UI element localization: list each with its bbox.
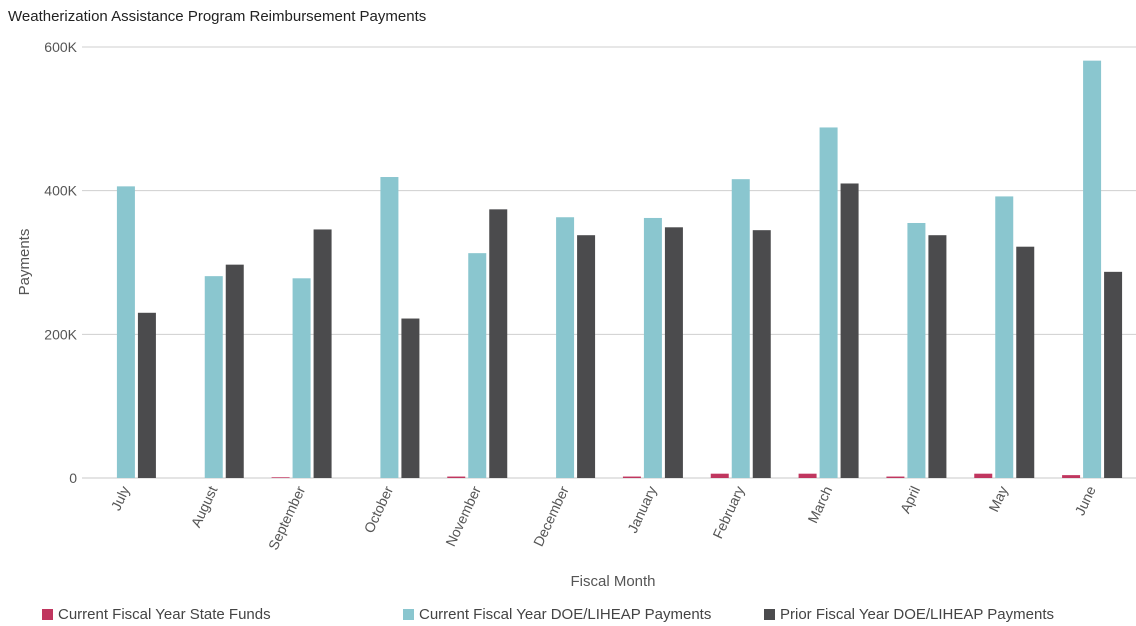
y-axis-ticks: 0 200K 400K 600K (44, 39, 77, 486)
bar-april-series-2[interactable] (907, 222, 926, 478)
x-tick-label: July (108, 484, 133, 513)
legend-item[interactable]: Current Fiscal Year State Funds (42, 606, 271, 623)
bar-march-series-3[interactable] (840, 183, 859, 478)
legend-label: Prior Fiscal Year DOE/LIHEAP Payments (780, 606, 1054, 623)
bar-april-series-3[interactable] (928, 235, 947, 478)
x-tick-label: May (985, 484, 1011, 515)
bar-january-series-1[interactable] (622, 476, 641, 478)
bars (116, 60, 1123, 479)
x-tick-label: April (897, 484, 923, 516)
bar-july-series-2[interactable] (116, 186, 135, 478)
legend-item[interactable]: Current Fiscal Year DOE/LIHEAP Payments (403, 606, 711, 623)
bar-september-series-3[interactable] (313, 229, 332, 478)
legend-swatch (42, 609, 53, 620)
legend-label: Current Fiscal Year State Funds (58, 606, 271, 623)
legend-swatch (764, 609, 775, 620)
bar-february-series-1[interactable] (710, 473, 729, 478)
y-axis-title: Payments (16, 229, 33, 296)
legend-label: Current Fiscal Year DOE/LIHEAP Payments (419, 606, 712, 623)
y-tick-label: 600K (44, 39, 77, 55)
x-tick-label: February (709, 484, 747, 542)
bar-september-series-1[interactable] (271, 477, 290, 478)
bar-december-series-2[interactable] (556, 217, 575, 478)
bar-february-series-2[interactable] (731, 179, 750, 478)
bar-november-series-1[interactable] (447, 476, 466, 478)
x-tick-label: March (804, 484, 835, 526)
bar-september-series-2[interactable] (292, 278, 311, 478)
x-tick-label: June (1071, 483, 1098, 517)
y-tick-label: 400K (44, 183, 77, 199)
bar-may-series-2[interactable] (995, 196, 1014, 478)
bar-july-series-3[interactable] (137, 312, 156, 478)
legend-item[interactable]: Prior Fiscal Year DOE/LIHEAP Payments (764, 606, 1054, 623)
x-tick-label: October (361, 483, 397, 535)
bar-june-series-3[interactable] (1104, 271, 1123, 478)
bar-june-series-1[interactable] (1062, 475, 1081, 478)
legend-swatch (403, 609, 414, 620)
x-tick-label: August (188, 483, 221, 529)
bar-november-series-3[interactable] (489, 209, 508, 479)
gridlines (82, 46, 1136, 479)
bar-june-series-2[interactable] (1083, 60, 1102, 478)
bar-august-series-2[interactable] (204, 276, 223, 478)
x-tick-label: November (442, 483, 484, 549)
x-tick-label: September (265, 483, 309, 552)
bar-march-series-1[interactable] (798, 473, 817, 478)
bar-march-series-2[interactable] (819, 127, 838, 478)
x-axis-ticks: July August September October November Decemb… (108, 483, 1099, 552)
x-tick-label: January (624, 484, 660, 536)
bar-january-series-3[interactable] (664, 227, 683, 478)
bar-december-series-3[interactable] (577, 235, 596, 478)
bar-october-series-2[interactable] (380, 177, 399, 479)
y-tick-label: 200K (44, 326, 77, 342)
bar-february-series-3[interactable] (752, 230, 771, 478)
bar-may-series-1[interactable] (974, 473, 993, 478)
legend: Current Fiscal Year State Funds Current F… (0, 606, 1136, 626)
chart-title: Weatherization Assistance Program Reimbu… (8, 8, 427, 25)
x-axis-title: Fiscal Month (570, 573, 655, 590)
bar-may-series-3[interactable] (1016, 246, 1035, 478)
bar-chart: 0 200K 400K 600K July August September October… (16, 39, 1136, 590)
bar-august-series-3[interactable] (225, 264, 244, 478)
bar-january-series-2[interactable] (643, 217, 662, 479)
bar-november-series-2[interactable] (468, 253, 487, 478)
bar-october-series-3[interactable] (401, 318, 420, 478)
x-tick-label: December (530, 483, 572, 549)
y-tick-label: 0 (69, 470, 77, 486)
bar-april-series-1[interactable] (886, 476, 905, 478)
